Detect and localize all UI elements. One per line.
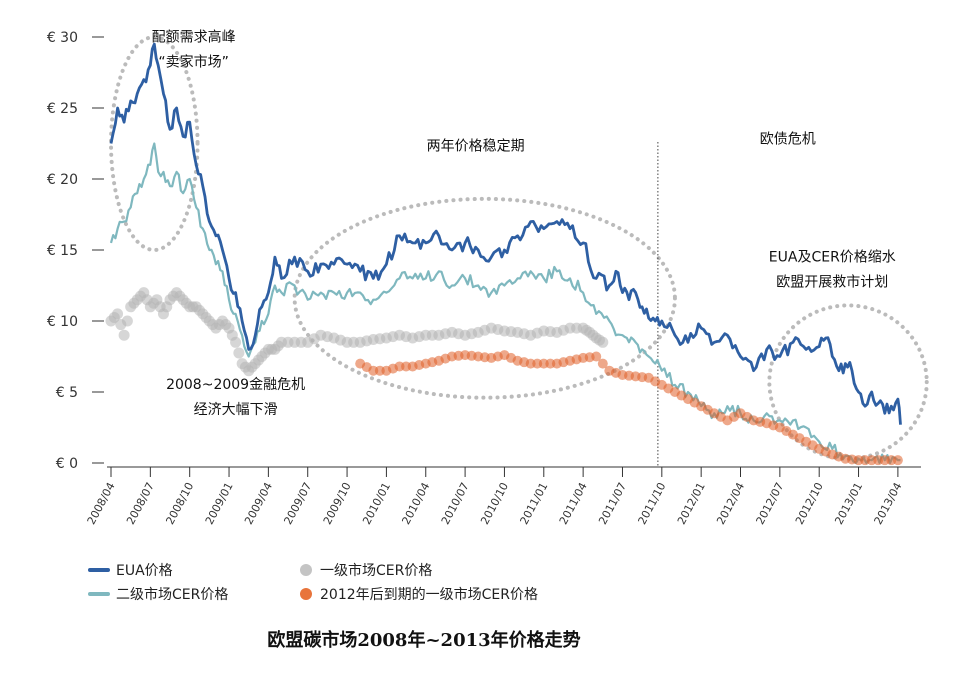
- x-tick-label-4: 2009/04: [242, 480, 275, 526]
- data-point-primary_cer_2012: [591, 351, 602, 362]
- legend-swatch-eua: [88, 568, 110, 572]
- annotation-0-line-1: “卖家市场”: [158, 53, 229, 70]
- legend-label-primary-cer-2012: 2012年后到期的一级市场CER价格: [320, 587, 538, 603]
- x-tick-label-1: 2008/07: [124, 480, 157, 526]
- data-point-primary_cer: [118, 329, 130, 341]
- data-point-primary_cer_2012: [597, 358, 608, 369]
- x-tick-label-0: 2008/04: [85, 480, 118, 526]
- annotation-4-line-0: 2008~2009金融危机: [166, 377, 305, 393]
- legend-label-eua: EUA价格: [116, 563, 173, 579]
- x-tick-label-2: 2008/10: [163, 480, 196, 526]
- data-point-primary_cer: [112, 308, 124, 320]
- data-point-primary_cer: [233, 347, 245, 359]
- x-tick-label-5: 2009/07: [281, 480, 314, 526]
- series-line-eua: [109, 42, 902, 425]
- chart-title: 欧盟碳市场2008年~2013年价格走势: [267, 630, 581, 651]
- legend-item-primary-cer: 一级市场CER价格: [300, 560, 432, 580]
- legend-item-primary-cer-2012: 2012年后到期的一级市场CER价格: [300, 584, 538, 604]
- data-point-primary_cer: [121, 315, 133, 327]
- price-chart: € 0 € 5 € 10 € 15 € 20 € 25 € 30 2008/04 2008/07…: [47, 28, 929, 527]
- data-point-primary_cer: [597, 336, 609, 348]
- data-point-primary_cer_2012: [892, 455, 903, 466]
- series-line-secondary-cer: [109, 142, 901, 465]
- x-tick-label-3: 2009/01: [203, 480, 236, 526]
- annotation-1-line-0: 两年价格稳定期: [427, 139, 525, 155]
- legend-item-secondary-cer: 二级市场CER价格: [88, 584, 228, 604]
- y-tick-label-6: € 30: [47, 30, 78, 46]
- x-tick-label-17: 2012/07: [754, 480, 787, 526]
- annotation-3-line-0: EUA及CER价格缩水: [769, 249, 896, 265]
- annotation-2-line-0: 欧债危机: [760, 132, 816, 148]
- x-tick-label-16: 2012/04: [714, 480, 747, 526]
- legend-label-primary-cer: 一级市场CER价格: [320, 563, 433, 579]
- x-tick-label-6: 2009/10: [321, 480, 354, 526]
- x-tick-label-8: 2010/04: [399, 480, 432, 526]
- x-tick-label-14: 2011/10: [636, 480, 669, 526]
- y-tick-label-2: € 10: [47, 314, 78, 330]
- x-tick-label-19: 2013/01: [832, 480, 865, 526]
- x-tick-label-20: 2013/04: [872, 480, 905, 526]
- y-tick-label-3: € 15: [47, 243, 78, 259]
- legend-label-secondary-cer: 二级市场CER价格: [116, 587, 229, 603]
- x-tick-label-12: 2011/04: [557, 480, 590, 526]
- y-tick-label-1: € 5: [56, 385, 78, 401]
- x-tick-label-13: 2011/07: [596, 480, 629, 526]
- annotation-3-line-1: 欧盟开展救市计划: [776, 273, 888, 290]
- x-tick-label-11: 2011/01: [518, 480, 551, 526]
- y-tick-label-0: € 0: [56, 456, 78, 472]
- chart-title-caption: 欧盟碳市场2008年~2013年价格走势: [0, 626, 980, 652]
- legend-swatch-secondary-cer: [88, 592, 110, 596]
- legend-swatch-primary-cer: [300, 564, 312, 576]
- annotation-ellipse-1: [292, 196, 677, 400]
- data-point-primary_cer: [230, 336, 242, 348]
- x-tick-label-7: 2010/01: [360, 480, 393, 526]
- x-tick-label-15: 2012/01: [675, 480, 708, 526]
- x-tick-label-10: 2010/10: [478, 480, 511, 526]
- x-tick-label-9: 2010/07: [439, 480, 472, 526]
- y-tick-label-5: € 25: [47, 101, 78, 117]
- annotation-0-line-0: 配额需求高峰: [152, 28, 236, 45]
- legend: EUA价格 二级市场CER价格 一级市场CER价格 2012年后到期的一级市场C…: [88, 560, 648, 610]
- y-tick-label-4: € 20: [47, 172, 78, 188]
- x-tick-label-18: 2012/10: [793, 480, 826, 526]
- legend-item-eua: EUA价格: [88, 560, 173, 580]
- annotation-ellipse-0: [109, 35, 200, 252]
- legend-swatch-primary-cer-2012: [300, 588, 312, 600]
- annotation-4-line-1: 经济大幅下滑: [194, 401, 278, 418]
